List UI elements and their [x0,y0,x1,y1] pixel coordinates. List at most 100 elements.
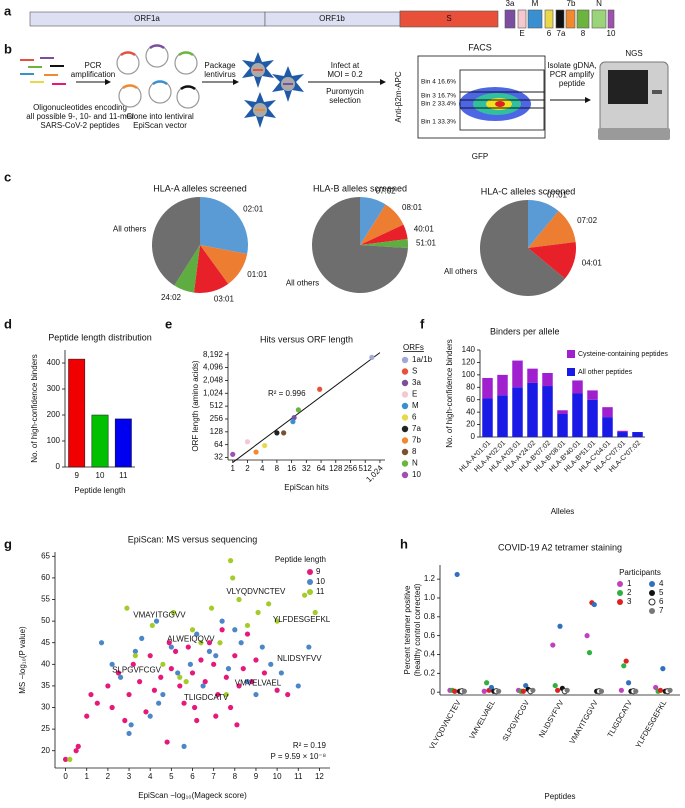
legend-label: Cysteine-containing peptides [578,351,668,358]
facs-y-label: Anti-β2m-APC [394,71,403,123]
pie-slice [360,224,408,245]
x-tick-label: 1 [231,464,236,473]
point [128,722,134,728]
annotation: ALWEIQQVV [167,634,215,643]
point [227,558,234,564]
pie-slice [528,200,559,248]
legend-marker [617,581,623,587]
x-tick-label: NLIDSYFVV [537,698,566,739]
point [126,730,132,737]
y-tick-label: 100 [462,370,476,379]
slice-label: All others [444,267,477,276]
decoration [116,51,140,75]
legend-marker [617,599,623,605]
legend-label: 7 [659,606,664,615]
legend-label: E [412,390,417,399]
point [213,713,219,719]
point [598,688,605,694]
point [557,623,563,629]
y-axis-label: No. of high-confidence binders [30,354,39,463]
annotation: VLYQDVNCTEV [226,587,286,596]
point [166,640,172,646]
point [481,688,487,694]
step-text: SARS-CoV-2 peptides [40,121,119,130]
point [625,680,632,686]
point [164,739,170,745]
point [261,670,268,676]
decoration [459,107,545,131]
legend-title: ORFs [403,343,424,352]
point [187,661,193,667]
y-tick-label: 100 [47,436,61,445]
point [278,670,284,676]
y-tick-label: 20 [41,746,50,755]
pie-slice [528,211,576,248]
point [223,674,229,680]
point [520,688,526,694]
gene-label: 6 [547,29,552,38]
point [223,691,229,698]
point [244,439,251,445]
legend-marker [648,598,656,606]
point [172,648,179,654]
legend-marker [649,590,655,596]
point [132,648,138,654]
point [230,451,236,457]
y-tick-label: 25 [41,724,50,733]
slice-label: All others [286,278,319,287]
point [564,687,570,693]
y-tick-label: 256 [210,414,224,423]
legend-marker [401,414,409,421]
point [208,605,215,611]
point [211,661,217,667]
point [153,618,160,624]
legend-marker [617,590,623,596]
point [177,674,183,680]
point [185,644,191,650]
x-tick-label: 2 [245,464,250,473]
point [234,722,240,728]
point [274,618,280,624]
point [192,704,198,711]
annotation: VMAYITGGVV [133,611,186,620]
legend-marker [401,402,409,410]
point [317,386,323,392]
y-tick-label: 1.2 [424,574,436,583]
point [130,661,136,667]
oligos [20,57,66,85]
y-tick-label: 80 [466,382,475,391]
bar-segment [497,395,508,437]
decoration [591,9,607,29]
gene-label: 7a [557,29,566,38]
step-text: EpiScan vector [133,121,187,130]
point [227,704,234,711]
annotation: TLIGDCATV [184,693,229,702]
y-tick-label: 45 [41,638,50,647]
point [225,666,232,672]
y-tick-label: 0.8 [424,612,436,621]
x-tick-label: 4 [148,772,153,781]
decoration [576,9,590,29]
x-tick-label: 11 [294,772,303,781]
decoration [555,9,565,29]
bar-segment [557,410,568,415]
step-text: PCR amplify [550,70,594,79]
bar-segment [632,432,643,437]
x-tick-label: 10 [273,772,282,781]
bar-segment [497,374,508,396]
point [105,683,111,689]
decoration [459,69,545,131]
annotation: NLIDSYFVV [277,654,322,663]
gene-label: ORF1b [319,14,345,23]
legend-marker [401,356,409,364]
x-tick-label: 64 [317,464,326,473]
y-tick-label: 0 [56,462,61,471]
decoration [152,80,168,86]
legend-marker [401,368,409,375]
panel-letter: g [4,536,12,551]
point [147,653,153,659]
y-axis-label: ORF length (amino acids) [191,360,200,451]
legend-label: 11 [316,587,325,596]
point [219,627,225,633]
point [657,687,664,693]
